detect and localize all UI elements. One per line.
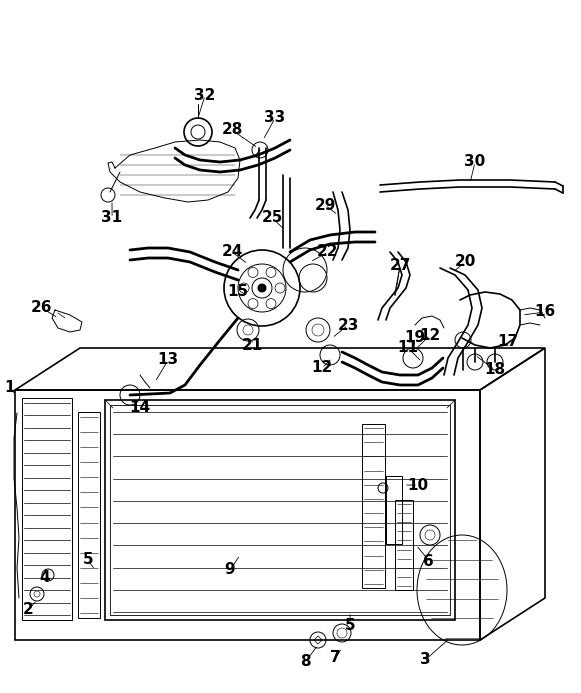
Text: 29: 29 [314,198,336,213]
Text: 10: 10 [407,477,429,493]
Text: 16: 16 [535,304,555,319]
Text: 3: 3 [419,653,431,667]
Text: 32: 32 [194,87,216,103]
Text: 28: 28 [221,123,243,137]
Text: 25: 25 [261,211,283,225]
Text: 23: 23 [338,317,358,333]
Text: 15: 15 [227,285,249,299]
Text: 27: 27 [389,258,411,272]
Text: 31: 31 [102,211,123,225]
Text: 5: 5 [345,617,356,633]
Text: 13: 13 [157,353,178,367]
Text: 12: 12 [419,328,440,342]
Text: 5: 5 [83,552,94,568]
Bar [105,400,455,620]
Text: 24: 24 [221,245,243,259]
Bar [78,412,100,618]
Text: 22: 22 [317,245,339,259]
Text: 6: 6 [422,554,433,570]
Bar [110,405,450,615]
Text: 9: 9 [225,563,235,577]
Text: 11: 11 [397,340,418,356]
Circle shape [258,284,266,292]
Text: 1: 1 [5,380,15,396]
Text: 33: 33 [264,110,286,125]
Bar [386,476,402,544]
Text: 4: 4 [40,570,51,586]
Text: 14: 14 [130,401,150,416]
Text: 19: 19 [404,331,425,346]
Bar [362,424,385,588]
Text: 30: 30 [464,155,486,170]
Text: 12: 12 [311,360,333,376]
Bar [22,398,72,620]
Text: 18: 18 [485,362,505,378]
Text: 2: 2 [23,602,33,617]
Bar [395,500,413,590]
Text: 21: 21 [241,337,263,353]
Text: 17: 17 [497,335,519,349]
Text: 20: 20 [454,254,476,270]
Text: 7: 7 [329,651,340,665]
Text: 8: 8 [300,654,310,669]
Text: 26: 26 [31,301,53,315]
